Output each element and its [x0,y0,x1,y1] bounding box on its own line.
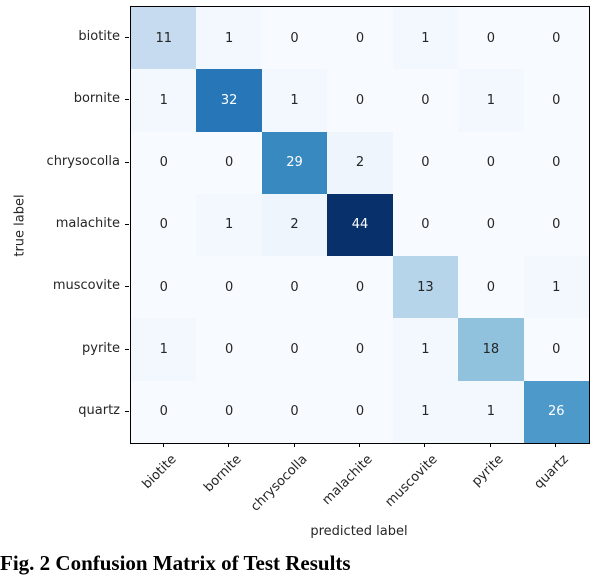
matrix-cell: 1 [523,256,589,319]
matrix-cell: 0 [392,69,459,132]
y-tick-label: quartz [78,402,120,418]
matrix-cell: 29 [261,131,328,194]
matrix-cell: 1 [458,380,524,443]
matrix-cell: 0 [392,131,459,194]
matrix-cell: 0 [523,193,589,257]
matrix-cell: 1 [131,69,197,132]
matrix-cell: 1 [458,69,524,132]
matrix-cell: 1 [392,318,459,381]
x-tick-label: chrysocolla [247,452,311,515]
matrix-cell: 0 [458,131,524,194]
matrix-cell: 26 [523,380,589,443]
matrix-cell: 0 [523,318,589,381]
matrix-cell: 0 [458,193,524,257]
matrix-cell: 0 [261,318,328,381]
y-tick-mark [125,99,129,101]
y-tick-mark [125,348,129,350]
x-axis-title: predicted label [310,524,408,539]
matrix-cell: 0 [327,256,393,319]
x-tick-label: malachite [319,452,376,509]
matrix-cell: 2 [261,193,328,257]
figure-caption: Fig. 2 Confusion Matrix of Test Results [0,551,351,575]
x-tick-label: quartz [531,452,572,493]
matrix-cell: 0 [131,256,197,319]
matrix-cell: 18 [458,318,524,381]
y-tick-label: pyrite [82,340,120,356]
matrix-cell: 0 [523,69,589,132]
y-tick-mark [125,161,129,163]
matrix-cell: 0 [261,380,328,443]
matrix-cell: 32 [196,69,262,132]
matrix-cell: 0 [131,131,197,194]
matrix-cell: 0 [458,7,524,70]
x-tick-label: bornite [201,452,245,496]
y-tick-mark [125,286,129,288]
matrix-cell: 0 [196,380,262,443]
matrix-cell: 1 [196,193,262,257]
x-tick-mark [489,443,491,447]
heatmap-grid: 11 1 0 0 1 0 0 1 32 1 0 0 1 0 0 0 29 2 0 0 0 0 1 2 44 0 0 0 0 0 0 0 13 0 1… [130,6,590,444]
x-tick-mark [228,443,230,447]
y-tick-label: malachite [55,216,120,231]
x-tick-label: pyrite [468,452,507,490]
y-tick-label: biotite [78,29,120,45]
matrix-cell: 0 [131,380,197,443]
x-tick-label: muscovite [382,452,442,511]
matrix-cell: 0 [327,380,393,443]
matrix-cell: 0 [523,131,589,194]
matrix-cell: 0 [327,69,393,132]
matrix-cell: 0 [196,131,262,194]
y-tick-mark [125,224,129,225]
x-tick-mark [424,443,426,447]
matrix-cell: 44 [327,193,393,257]
matrix-cell: 11 [131,7,197,70]
matrix-cell: 1 [261,69,328,132]
x-tick-mark [359,443,360,447]
matrix-cell: 0 [327,7,393,70]
x-tick-mark [162,443,164,447]
matrix-cell: 1 [131,318,197,381]
matrix-cell: 0 [261,256,328,319]
y-tick-mark [125,37,129,39]
matrix-cell: 0 [196,256,262,319]
matrix-cell: 0 [523,7,589,70]
matrix-cell: 13 [392,256,459,319]
matrix-cell: 1 [392,7,459,70]
matrix-cell: 1 [392,380,459,443]
matrix-cell: 2 [327,131,393,194]
y-tick-label: chrysocolla [46,153,120,169]
matrix-cell: 0 [196,318,262,381]
matrix-cell: 0 [261,7,328,70]
x-tick-mark [293,443,295,447]
matrix-cell: 0 [327,318,393,381]
y-tick-mark [125,410,129,412]
y-tick-label: bornite [73,91,120,107]
x-tick-mark [555,443,557,447]
matrix-cell: 0 [131,193,197,257]
y-tick-label: muscovite [52,278,120,294]
x-tick-label: biotite [139,452,180,493]
matrix-cell: 0 [392,193,459,257]
matrix-cell: 0 [458,256,524,319]
matrix-cell: 1 [196,7,262,70]
